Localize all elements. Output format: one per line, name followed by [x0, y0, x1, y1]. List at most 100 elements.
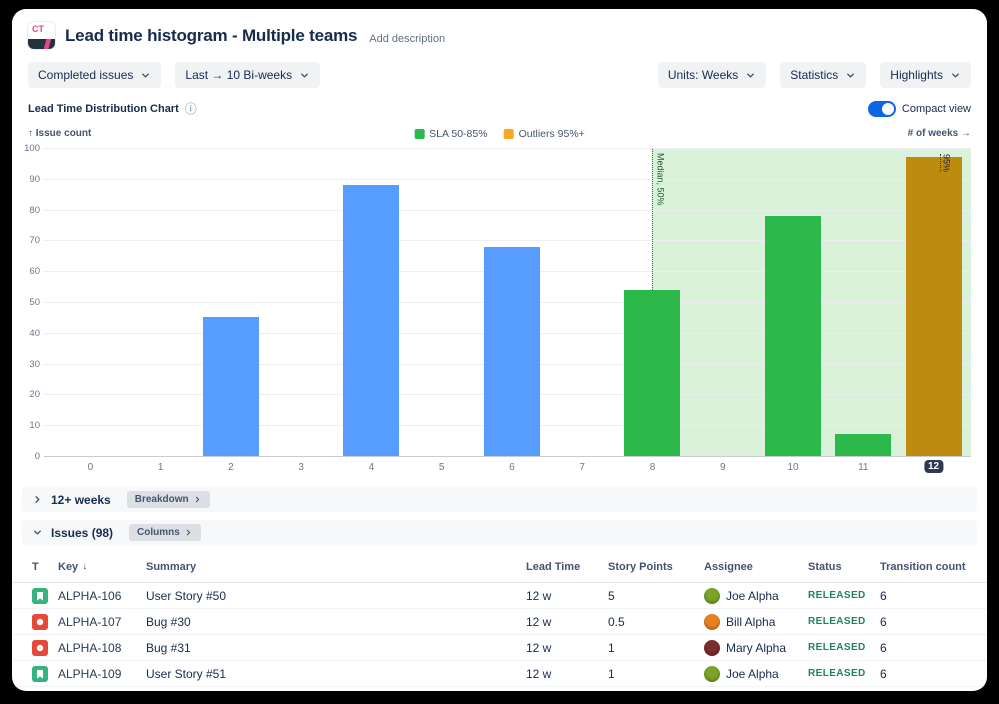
x-axis: 0 1 2 3 4 5 6 7 8 9 10 11 12 [44, 457, 971, 479]
table-row-ALPHA-106[interactable]: ALPHA-106 User Story #50 12 w 5 Joe Alpha REL… [12, 583, 987, 609]
column-header-summary[interactable]: Summary [146, 561, 526, 573]
highlights-label: Highlights [890, 68, 943, 82]
table-row-ALPHA-109[interactable]: ALPHA-109 User Story #51 12 w 1 Joe Alpha REL… [12, 661, 987, 687]
chevron-right-icon [186, 529, 190, 536]
page-header: CT Lead time histogram - Multiple teams … [12, 9, 987, 55]
x-axis-caption: # of weeks → [907, 128, 971, 139]
issue-story-points: 0.5 [608, 614, 625, 629]
median-label: Median, 50% [655, 153, 666, 206]
filter-bar: Completed issues Last → 10 Bi-weeks Unit… [12, 55, 987, 88]
highlights-dropdown[interactable]: Highlights [880, 62, 971, 88]
histogram-bar-2[interactable] [202, 317, 259, 456]
histogram-bar-8[interactable] [624, 289, 681, 456]
info-icon[interactable]: ⓘ [184, 102, 197, 116]
issue-key[interactable]: ALPHA-109 [58, 666, 122, 681]
issue-assignee: Bill Alpha [704, 613, 808, 630]
issue-lead-time: 12 w [526, 666, 552, 681]
app-window: CT Lead time histogram - Multiple teams … [12, 9, 987, 691]
issue-assignee: Joe Alpha [704, 587, 808, 604]
issue-lead-time: 12 w [526, 640, 552, 655]
gridline [44, 148, 971, 149]
issue-transition-count: 6 [880, 614, 887, 629]
y-tick-label: 30 [29, 358, 40, 370]
assignee-avatar [704, 665, 720, 682]
issue-key[interactable]: ALPHA-108 [58, 640, 122, 655]
column-header-t[interactable]: T [32, 561, 58, 573]
legend-label: Outliers 95%+ [518, 127, 585, 140]
x-tick-2: 2 [228, 462, 234, 473]
assignee-name: Mary Alpha [726, 640, 787, 655]
column-header-story-points[interactable]: Story Points [608, 561, 704, 573]
status-badge: RELEASED [808, 616, 866, 627]
histogram-bar-11[interactable] [835, 434, 892, 456]
statistics-label: Statistics [790, 68, 839, 82]
section-issues[interactable]: Issues (98) Columns [22, 520, 977, 545]
histogram-bar-6[interactable] [483, 246, 540, 456]
assignee-name: Bill Alpha [726, 614, 776, 629]
assignee-name: Joe Alpha [726, 588, 779, 603]
table-row-ALPHA-108[interactable]: ALPHA-108 Bug #31 12 w 1 Mary Alpha RELEASED 6 [12, 635, 987, 661]
y-tick-label: 90 [29, 173, 40, 185]
legend-swatch [503, 128, 514, 139]
issue-key[interactable]: ALPHA-107 [58, 614, 122, 629]
x-tick-6: 6 [509, 462, 515, 473]
compact-view-label: Compact view [901, 103, 971, 115]
chevron-right-icon [195, 496, 199, 503]
column-label: Key [58, 560, 79, 573]
legend-item-1[interactable]: Outliers 95%+ [503, 127, 585, 140]
toggle-knob [881, 103, 894, 115]
column-header-lead-time[interactable]: Lead Time [526, 561, 608, 573]
y-tick-label: 80 [29, 204, 40, 216]
column-header-key[interactable]: Key ↓ [58, 561, 146, 573]
compact-view-control: Compact view [867, 101, 971, 117]
chevron-down-icon [952, 72, 959, 78]
issue-assignee: Joe Alpha [704, 665, 808, 682]
column-header-transition-count[interactable]: Transition count [880, 561, 971, 573]
legend-label: SLA 50-85% [429, 127, 488, 140]
legend-item-0[interactable]: SLA 50-85% [414, 127, 488, 140]
issue-transition-count: 6 [880, 666, 887, 681]
chart-legend: SLA 50-85% Outliers 95%+ [414, 128, 585, 140]
histogram-bar-10[interactable] [765, 215, 822, 456]
percentile-95-label: 95% [939, 154, 952, 173]
page-title: Lead time histogram - Multiple teams [65, 25, 358, 45]
issue-story-points: 5 [608, 588, 615, 603]
histogram-bar-12[interactable] [905, 157, 962, 456]
breakdown-label: Breakdown [134, 494, 189, 505]
x-tick-12-selected[interactable]: 12 [923, 460, 944, 473]
legend-row: ↑ Issue count SLA 50-85% Outliers 95%+ # … [12, 126, 987, 141]
issue-key[interactable]: ALPHA-106 [58, 588, 122, 603]
legend-swatch [414, 128, 425, 139]
chart-title: Lead Time Distribution Chart [28, 103, 179, 115]
issue-transition-count: 6 [880, 640, 887, 655]
issue-transition-count: 6 [880, 588, 887, 603]
compact-view-toggle[interactable] [867, 101, 896, 117]
status-badge: RELEASED [808, 590, 866, 601]
assignee-avatar [704, 613, 720, 630]
issue-lead-time: 12 w [526, 588, 552, 603]
section-title-issues: Issues (98) [51, 525, 114, 540]
column-header-status[interactable]: Status [808, 561, 880, 573]
breakdown-button[interactable]: Breakdown [126, 491, 210, 508]
status-badge: RELEASED [808, 642, 866, 653]
add-description-button[interactable]: Add description [369, 32, 446, 45]
issue-summary: User Story #51 [146, 666, 227, 681]
chevron-down-icon [847, 72, 855, 78]
gridline [44, 209, 971, 211]
column-header-assignee[interactable]: Assignee [704, 561, 808, 573]
period-dropdown[interactable]: Last → 10 Bi-weeks [175, 62, 321, 88]
completed-issues-dropdown[interactable]: Completed issues [28, 62, 162, 88]
y-axis-caption: ↑ Issue count [28, 128, 92, 139]
histogram-bar-4[interactable] [343, 184, 400, 456]
columns-button[interactable]: Columns [129, 524, 201, 541]
y-tick-label: 60 [29, 266, 40, 278]
section-12plus-weeks[interactable]: 12+ weeks Breakdown [22, 487, 977, 512]
statistics-dropdown[interactable]: Statistics [780, 62, 867, 88]
section-title-12plus-weeks: 12+ weeks [51, 492, 111, 507]
y-tick-label: 100 [24, 143, 40, 154]
units-dropdown[interactable]: Units: Weeks [657, 62, 767, 88]
issues-table: T Key ↓ Summary Lead Time Story Points Assigne… [12, 551, 987, 687]
plot-area: 0 10 20 30 40 50 60 70 80 90 100 Median, 50% 95% [24, 143, 971, 462]
table-row-ALPHA-107[interactable]: ALPHA-107 Bug #30 12 w 0.5 Bill Alpha RELEASE… [12, 609, 987, 635]
issue-assignee: Mary Alpha [704, 639, 808, 656]
